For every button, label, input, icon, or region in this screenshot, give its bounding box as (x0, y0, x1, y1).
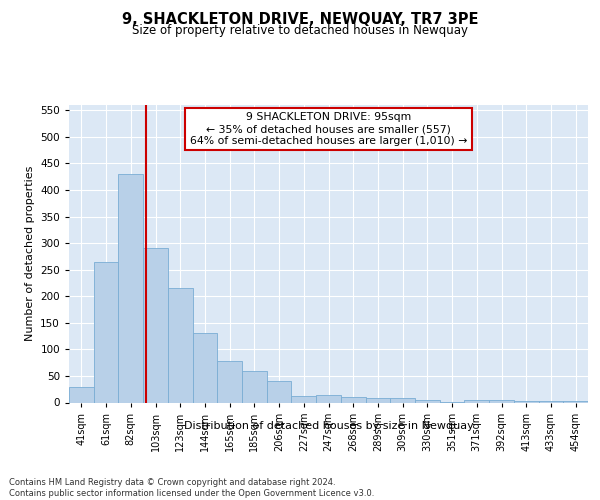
Bar (415, 400, 440, 402)
Text: Contains HM Land Registry data © Crown copyright and database right 2024.
Contai: Contains HM Land Registry data © Crown c… (9, 478, 374, 498)
Bar (118, 174, 143, 402)
Y-axis label: Number of detached properties: Number of detached properties (25, 166, 35, 342)
Bar (464, 400, 489, 402)
Bar (94, 262, 118, 402)
Bar (143, 248, 168, 402)
Bar (390, 398, 415, 402)
Bar (168, 288, 193, 403)
Bar (193, 334, 217, 402)
Bar (341, 397, 365, 402)
Bar (69, 386, 94, 402)
Bar (242, 370, 267, 402)
Bar (292, 396, 316, 402)
Text: Distribution of detached houses by size in Newquay: Distribution of detached houses by size … (184, 421, 473, 431)
Text: Size of property relative to detached houses in Newquay: Size of property relative to detached ho… (132, 24, 468, 37)
Bar (316, 394, 341, 402)
Bar (365, 398, 390, 402)
Bar (217, 361, 242, 403)
Text: 9, SHACKLETON DRIVE, NEWQUAY, TR7 3PE: 9, SHACKLETON DRIVE, NEWQUAY, TR7 3PE (122, 12, 478, 28)
Bar (267, 381, 292, 402)
Bar (489, 400, 514, 402)
Text: 9 SHACKLETON DRIVE: 95sqm
← 35% of detached houses are smaller (557)
64% of semi: 9 SHACKLETON DRIVE: 95sqm ← 35% of detac… (190, 112, 467, 146)
